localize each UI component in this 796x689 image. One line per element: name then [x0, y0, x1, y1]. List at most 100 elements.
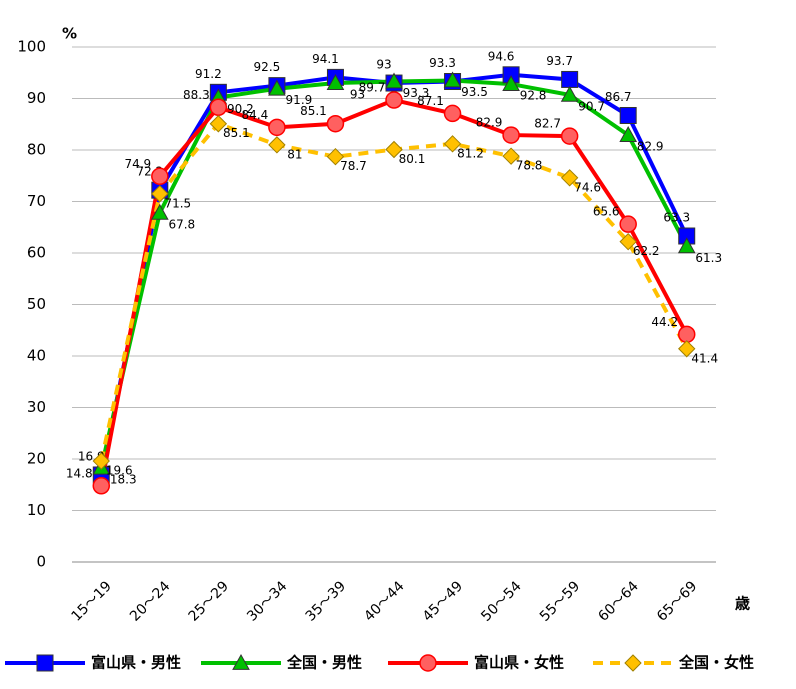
data-label: 67.8 — [168, 217, 195, 231]
data-label: 88.3 — [183, 88, 210, 102]
data-label: 94.1 — [312, 52, 339, 66]
y-tick-label: 0 — [36, 553, 46, 571]
data-label: 93.7 — [546, 54, 573, 68]
marker — [560, 169, 579, 187]
marker — [443, 104, 462, 123]
marker — [209, 115, 228, 133]
y-tick-label: 100 — [17, 38, 46, 56]
marker — [560, 127, 579, 145]
marker — [36, 654, 54, 672]
marker — [268, 118, 286, 137]
data-label: 92.8 — [520, 89, 547, 103]
data-label: 91.9 — [286, 93, 313, 107]
marker — [443, 135, 462, 153]
data-label: 63.3 — [663, 211, 690, 225]
marker — [326, 147, 345, 166]
y-axis-label: % — [62, 25, 77, 43]
data-label: 78.8 — [516, 159, 543, 173]
y-tick-label: 40 — [27, 347, 46, 365]
y-tick-label: 70 — [27, 192, 46, 210]
legend-label: 全国・女性 — [678, 654, 754, 672]
marker — [619, 126, 638, 142]
marker — [619, 232, 637, 251]
data-label: 91.2 — [195, 67, 222, 81]
data-label: 90.7 — [578, 99, 605, 113]
marker — [268, 136, 286, 154]
series-line — [99, 72, 689, 476]
y-tick-label: 10 — [27, 501, 46, 519]
marker — [677, 237, 696, 254]
marker — [419, 654, 437, 672]
marker — [624, 654, 642, 672]
data-label: 93.3 — [429, 56, 456, 70]
y-tick-label: 90 — [27, 89, 46, 107]
data-label: 84.4 — [242, 108, 269, 122]
data-label: 89.7 — [359, 81, 386, 95]
x-tick-label: 20〜24 — [127, 578, 173, 624]
marker — [678, 340, 696, 358]
y-tick-label: 30 — [27, 398, 46, 416]
marker — [561, 70, 579, 88]
marker — [151, 167, 169, 186]
data-label: 44.2 — [651, 315, 678, 329]
marker — [619, 106, 637, 124]
data-label: 80.1 — [399, 152, 426, 166]
x-tick-label: 15〜19 — [69, 578, 115, 624]
data-label: 93.5 — [461, 85, 488, 99]
marker — [209, 98, 228, 117]
data-label: 14.8 — [66, 466, 93, 480]
marker — [326, 74, 345, 90]
marker — [92, 452, 110, 470]
marker — [502, 126, 520, 144]
x-tick-label: 45〜49 — [420, 578, 466, 624]
marker — [560, 85, 579, 102]
data-label: 65.6 — [593, 205, 620, 219]
data-label: 90.2 — [227, 102, 254, 116]
data-label: 18.3 — [110, 472, 137, 486]
series-line — [99, 121, 689, 462]
x-tick-label: 65〜69 — [654, 578, 700, 624]
marker — [326, 114, 345, 133]
marker — [677, 325, 696, 344]
y-tick-label: 50 — [27, 295, 46, 313]
marker — [502, 147, 520, 165]
x-tick-label: 55〜59 — [537, 578, 583, 624]
x-tick-label: 50〜54 — [478, 578, 524, 624]
marker — [232, 653, 250, 670]
x-tick-label: 25〜29 — [186, 578, 232, 624]
marker — [385, 140, 403, 159]
x-axis-label: 歳 — [735, 595, 750, 613]
data-label: 82.9 — [476, 116, 503, 130]
marker — [150, 203, 169, 220]
data-label: 86.7 — [605, 90, 632, 104]
marker — [502, 75, 520, 91]
data-label: 81 — [287, 147, 302, 161]
data-label: 93 — [376, 58, 391, 72]
data-label: 87.1 — [417, 94, 444, 108]
data-label: 74.6 — [574, 180, 601, 194]
marker — [268, 79, 286, 96]
data-label: 19.6 — [106, 464, 133, 478]
data-label: 82.7 — [534, 117, 561, 131]
data-label: 62.2 — [633, 244, 660, 258]
data-label: 85.1 — [300, 104, 327, 118]
x-tick-label: 60〜64 — [595, 578, 641, 624]
marker — [385, 72, 403, 89]
x-tick-label: 35〜39 — [303, 578, 349, 624]
marker — [385, 91, 403, 109]
data-label: 93.3 — [403, 86, 430, 100]
marker — [443, 71, 462, 88]
data-label: 81.2 — [457, 146, 484, 160]
legend-label: 富山県・男性 — [91, 654, 181, 672]
data-label: 85.1 — [223, 126, 250, 140]
marker — [92, 477, 111, 495]
y-tick-label: 80 — [27, 141, 46, 159]
data-label: 82.9 — [637, 140, 664, 154]
data-label: 93 — [350, 88, 365, 102]
data-label: 71.5 — [164, 196, 191, 210]
y-tick-label: 60 — [27, 244, 46, 262]
marker — [619, 215, 637, 233]
data-label: 61.3 — [695, 251, 722, 265]
data-label: 74.9 — [124, 157, 151, 171]
